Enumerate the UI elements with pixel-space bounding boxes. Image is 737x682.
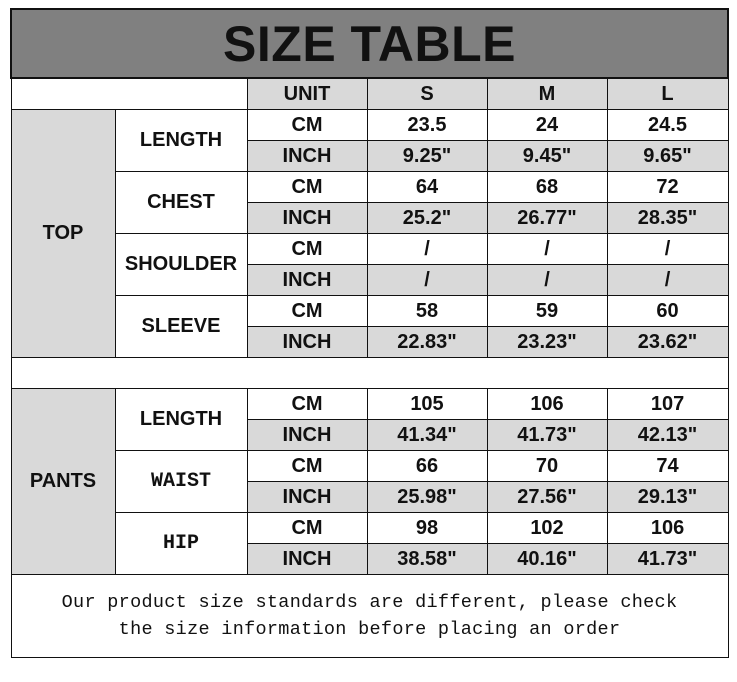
value-cell: /	[606, 264, 729, 296]
value-cell: 42.13"	[606, 419, 729, 451]
spacer-row	[10, 357, 729, 389]
measure-label: LENGTH	[114, 388, 248, 451]
unit-cell: CM	[246, 450, 368, 482]
value-cell: /	[486, 233, 608, 265]
value-cell: 41.73"	[606, 543, 729, 575]
value-cell: 41.73"	[486, 419, 608, 451]
value-cell: 107	[606, 388, 729, 420]
table-row: PANTS LENGTH CM 105 106 107	[10, 388, 729, 575]
header-row: UNIT S M L	[10, 77, 729, 110]
value-cell: 106	[606, 512, 729, 544]
header-size-s: S	[366, 77, 488, 110]
value-cell: 58	[366, 295, 488, 327]
table-row: INCH 25.98" 27.56" 29.13"	[11, 481, 729, 513]
table-row: SLEEVE CM 58 59 60	[11, 295, 729, 358]
value-cell: 59	[486, 295, 608, 327]
footer-note: Our product size standards are different…	[10, 574, 729, 658]
header-blank	[10, 77, 248, 110]
value-cell: 60	[606, 295, 729, 327]
measure-label: CHEST	[114, 171, 248, 234]
table-row: SHOULDER CM / / /	[11, 233, 729, 296]
footer-line1: Our product size standards are different…	[61, 592, 678, 613]
value-cell: 9.45"	[486, 140, 608, 172]
value-cell: 25.2"	[366, 202, 488, 234]
value-cell: 105	[366, 388, 488, 420]
value-cell: 28.35"	[606, 202, 729, 234]
value-cell: 66	[366, 450, 488, 482]
measure-label: LENGTH	[114, 109, 248, 172]
value-cell: 24	[486, 109, 608, 141]
value-cell: 26.77"	[486, 202, 608, 234]
value-cell: 72	[606, 171, 729, 203]
section-label: TOP	[10, 109, 116, 358]
footer-line2: the size information before placing an o…	[118, 619, 621, 640]
value-cell: 41.34"	[366, 419, 488, 451]
unit-cell: CM	[246, 388, 368, 420]
value-cell: 102	[486, 512, 608, 544]
value-cell: 98	[366, 512, 488, 544]
unit-cell: INCH	[246, 202, 368, 234]
table-row: CHEST CM 64 68 72	[11, 171, 729, 234]
header-unit: UNIT	[246, 77, 368, 110]
value-cell: /	[366, 264, 488, 296]
value-cell: 24.5	[606, 109, 729, 141]
table-row: INCH 25.2" 26.77" 28.35"	[11, 202, 729, 234]
header-size-m: M	[486, 77, 608, 110]
value-cell: 22.83"	[366, 326, 488, 358]
value-cell: 27.56"	[486, 481, 608, 513]
unit-cell: INCH	[246, 326, 368, 358]
value-cell: 70	[486, 450, 608, 482]
value-cell: 9.65"	[606, 140, 729, 172]
section-label: PANTS	[10, 388, 116, 575]
value-cell: 23.62"	[606, 326, 729, 358]
value-cell: 106	[486, 388, 608, 420]
value-cell: 23.23"	[486, 326, 608, 358]
value-cell: 40.16"	[486, 543, 608, 575]
unit-cell: CM	[246, 295, 368, 327]
unit-cell: CM	[246, 109, 368, 141]
value-cell: 25.98"	[366, 481, 488, 513]
measure-label: WAIST	[114, 450, 248, 513]
value-cell: 74	[606, 450, 729, 482]
table-row: HIP CM 98 102 106	[11, 512, 729, 575]
unit-cell: CM	[246, 171, 368, 203]
size-table: SIZE TABLE UNIT S M L TOP LENGTH CM 23.5 24 2…	[9, 8, 730, 658]
value-cell: 9.25"	[366, 140, 488, 172]
measure-label: SHOULDER	[114, 233, 248, 296]
value-cell: /	[366, 233, 488, 265]
table-row: INCH 22.83" 23.23" 23.62"	[11, 326, 729, 358]
unit-cell: INCH	[246, 543, 368, 575]
value-cell: 23.5	[366, 109, 488, 141]
spacer-cell	[10, 357, 729, 389]
value-cell: 64	[366, 171, 488, 203]
footer-row: Our product size standards are different…	[10, 574, 729, 658]
header-size-l: L	[606, 77, 729, 110]
unit-cell: CM	[246, 512, 368, 544]
unit-cell: INCH	[246, 264, 368, 296]
value-cell: 29.13"	[606, 481, 729, 513]
value-cell: /	[486, 264, 608, 296]
table-title: SIZE TABLE	[9, 8, 730, 79]
value-cell: /	[606, 233, 729, 265]
unit-cell: CM	[246, 233, 368, 265]
value-cell: 38.58"	[366, 543, 488, 575]
measure-label: SLEEVE	[114, 295, 248, 358]
unit-cell: INCH	[246, 419, 368, 451]
table-row: INCH / / /	[11, 264, 729, 296]
table-row: WAIST CM 66 70 74	[11, 450, 729, 513]
unit-cell: INCH	[246, 481, 368, 513]
measure-label: HIP	[114, 512, 248, 575]
table-row: TOP LENGTH CM 23.5 24 24.5	[10, 109, 729, 358]
table-row: INCH 9.25" 9.45" 9.65"	[11, 140, 729, 172]
unit-cell: INCH	[246, 140, 368, 172]
value-cell: 68	[486, 171, 608, 203]
table-row: INCH 38.58" 40.16" 41.73"	[11, 543, 729, 575]
